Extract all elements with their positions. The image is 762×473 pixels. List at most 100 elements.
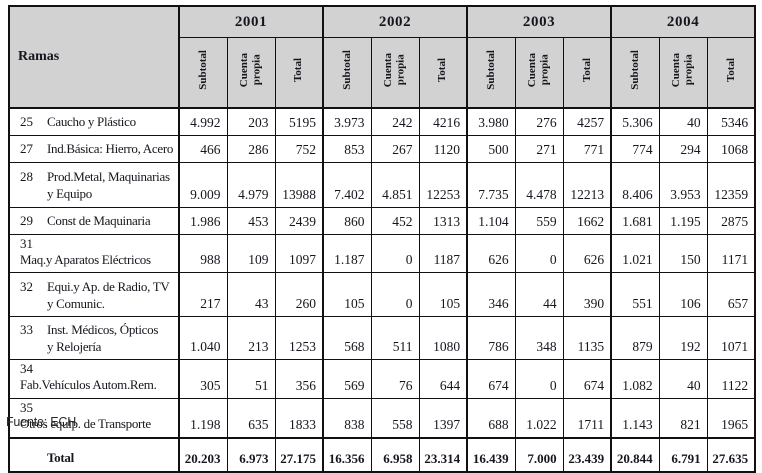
rotated-subheader-label: Total: [436, 57, 449, 83]
value-cell: 390: [562, 272, 612, 318]
value-cell: 568: [322, 316, 372, 361]
value-cell: 786: [466, 316, 516, 361]
value-cell: 109: [226, 233, 276, 274]
value-cell: 838: [322, 398, 372, 439]
subheader-row: Subtotal Cuenta propia Total Subtotal Cuenta…: [9, 37, 756, 109]
rama-cell: 34Fab.Vehículos Autom.Rem.: [8, 359, 180, 400]
value-cell: 7.000: [514, 437, 564, 473]
value-cell: 27.635: [706, 437, 756, 473]
value-cell: 674: [466, 359, 516, 400]
rama-cell: 28 Prod.Metal, Maquinarias y Equipo: [8, 161, 180, 208]
value-cell: 5.306: [610, 107, 660, 136]
value-cell: 23.314: [418, 437, 468, 473]
subheader-cuenta-propia: Cuenta propia: [514, 37, 564, 109]
table-row: 34Fab.Vehículos Autom.Rem. 305 51 356 569 76 6…: [8, 359, 756, 400]
table-row: 28 Prod.Metal, Maquinarias y Equipo 9.009 4…: [8, 161, 756, 208]
value-cell: 20.844: [610, 437, 660, 473]
value-cell: 3.980: [466, 107, 516, 136]
value-cell: 1.021: [610, 233, 660, 274]
value-cell: 44: [514, 272, 564, 318]
value-cell: 1097: [274, 233, 324, 274]
year-header-3: 2003: [466, 5, 612, 38]
value-cell: 569: [322, 359, 372, 400]
value-cell: 657: [706, 272, 756, 318]
rama-name: Ind.Básica: Hierro, Acero: [47, 140, 174, 156]
rama-name: Fab.Vehículos Autom.Rem.: [20, 377, 157, 393]
value-cell: 1.986: [178, 206, 228, 235]
value-cell: 635: [226, 398, 276, 439]
ramas-column-header: Ramas: [8, 5, 180, 109]
rotated-subheader-label: Cuenta propia: [526, 52, 552, 88]
value-cell: 51: [226, 359, 276, 400]
value-cell: 267: [370, 134, 420, 163]
rama-name: Otros equip. de Transporte: [20, 416, 151, 432]
rama-code: 33: [20, 321, 33, 337]
subheader-total: Total: [418, 37, 468, 109]
rotated-subheader-label: Subtotal: [629, 50, 642, 90]
value-cell: 7.402: [322, 161, 372, 208]
value-cell: 2875: [706, 206, 756, 235]
table-row: 31Maq.y Aparatos Eléctricos 988 109 1097 1.1…: [8, 233, 756, 274]
value-cell: 1253: [274, 316, 324, 361]
rotated-subheader-label: Cuenta propia: [670, 52, 696, 88]
rama-code: 28: [20, 168, 33, 184]
value-cell: 860: [322, 206, 372, 235]
value-cell: 452: [370, 206, 420, 235]
value-cell: 43: [226, 272, 276, 318]
rotated-subheader-label: Subtotal: [196, 50, 209, 90]
subheader-total: Total: [706, 37, 756, 109]
value-cell: 305: [178, 359, 228, 400]
rama-code: 32: [20, 278, 33, 294]
value-cell: 752: [274, 134, 324, 163]
value-cell: 1711: [562, 398, 612, 439]
table-row: 32 Equi.y Ap. de Radio, TV y Comunic. 217 4…: [8, 272, 756, 318]
value-cell: 242: [370, 107, 420, 136]
value-cell: 0: [514, 233, 564, 274]
table-row: 27 Ind.Básica: Hierro, Acero 466 286 752 853 2…: [8, 134, 756, 163]
value-cell: 821: [658, 398, 708, 439]
rama-name: Inst. Médicos, Ópticos y Relojería: [47, 321, 159, 354]
value-cell: 626: [466, 233, 516, 274]
year-header-4: 2004: [610, 5, 756, 38]
value-cell: 40: [658, 107, 708, 136]
value-cell: 674: [562, 359, 612, 400]
value-cell: 511: [370, 316, 420, 361]
value-cell: 1071: [706, 316, 756, 361]
rotated-subheader-label: Total: [580, 57, 593, 83]
value-cell: 551: [610, 272, 660, 318]
rama-code: 27: [20, 140, 33, 156]
source-note: Fuente: ECH: [6, 415, 77, 429]
value-cell: 558: [370, 398, 420, 439]
value-cell: 5195: [274, 107, 324, 136]
value-cell: 4257: [562, 107, 612, 136]
value-cell: 356: [274, 359, 324, 400]
subheader-subtotal: Subtotal: [466, 37, 516, 109]
value-cell: 12213: [562, 161, 612, 208]
year-header-1: 2001: [177, 5, 324, 38]
rotated-subheader-label: Subtotal: [484, 50, 497, 90]
rama-name: Caucho y Plástico: [47, 113, 136, 129]
rama-name: Prod.Metal, Maquinarias y Equipo: [47, 168, 170, 201]
rama-code: 25: [20, 113, 33, 129]
value-cell: 1120: [418, 134, 468, 163]
value-cell: 771: [562, 134, 612, 163]
rama-code: 35: [20, 400, 33, 416]
ramas-data-table: Ramas 2001 2002 2003 2004 Subtotal Cuenta…: [8, 5, 757, 473]
value-cell: 1.198: [178, 398, 228, 439]
value-cell: 40: [658, 359, 708, 400]
value-cell: 203: [226, 107, 276, 136]
value-cell: 150: [658, 233, 708, 274]
value-cell: 4216: [418, 107, 468, 136]
rama-name: Const de Maquinaria: [47, 212, 151, 228]
value-cell: 23.439: [562, 437, 612, 473]
value-cell: 1171: [706, 233, 756, 274]
table-body: 25 Caucho y Plástico 4.992 203 5195 3.973 242 4…: [8, 107, 756, 473]
value-cell: 0: [370, 233, 420, 274]
value-cell: 4.478: [514, 161, 564, 208]
value-cell: 76: [370, 359, 420, 400]
value-cell: 3.953: [658, 161, 708, 208]
value-cell: 1.143: [610, 398, 660, 439]
value-cell: 4.851: [370, 161, 420, 208]
value-cell: 16.356: [322, 437, 372, 473]
total-label: Total: [47, 450, 74, 466]
